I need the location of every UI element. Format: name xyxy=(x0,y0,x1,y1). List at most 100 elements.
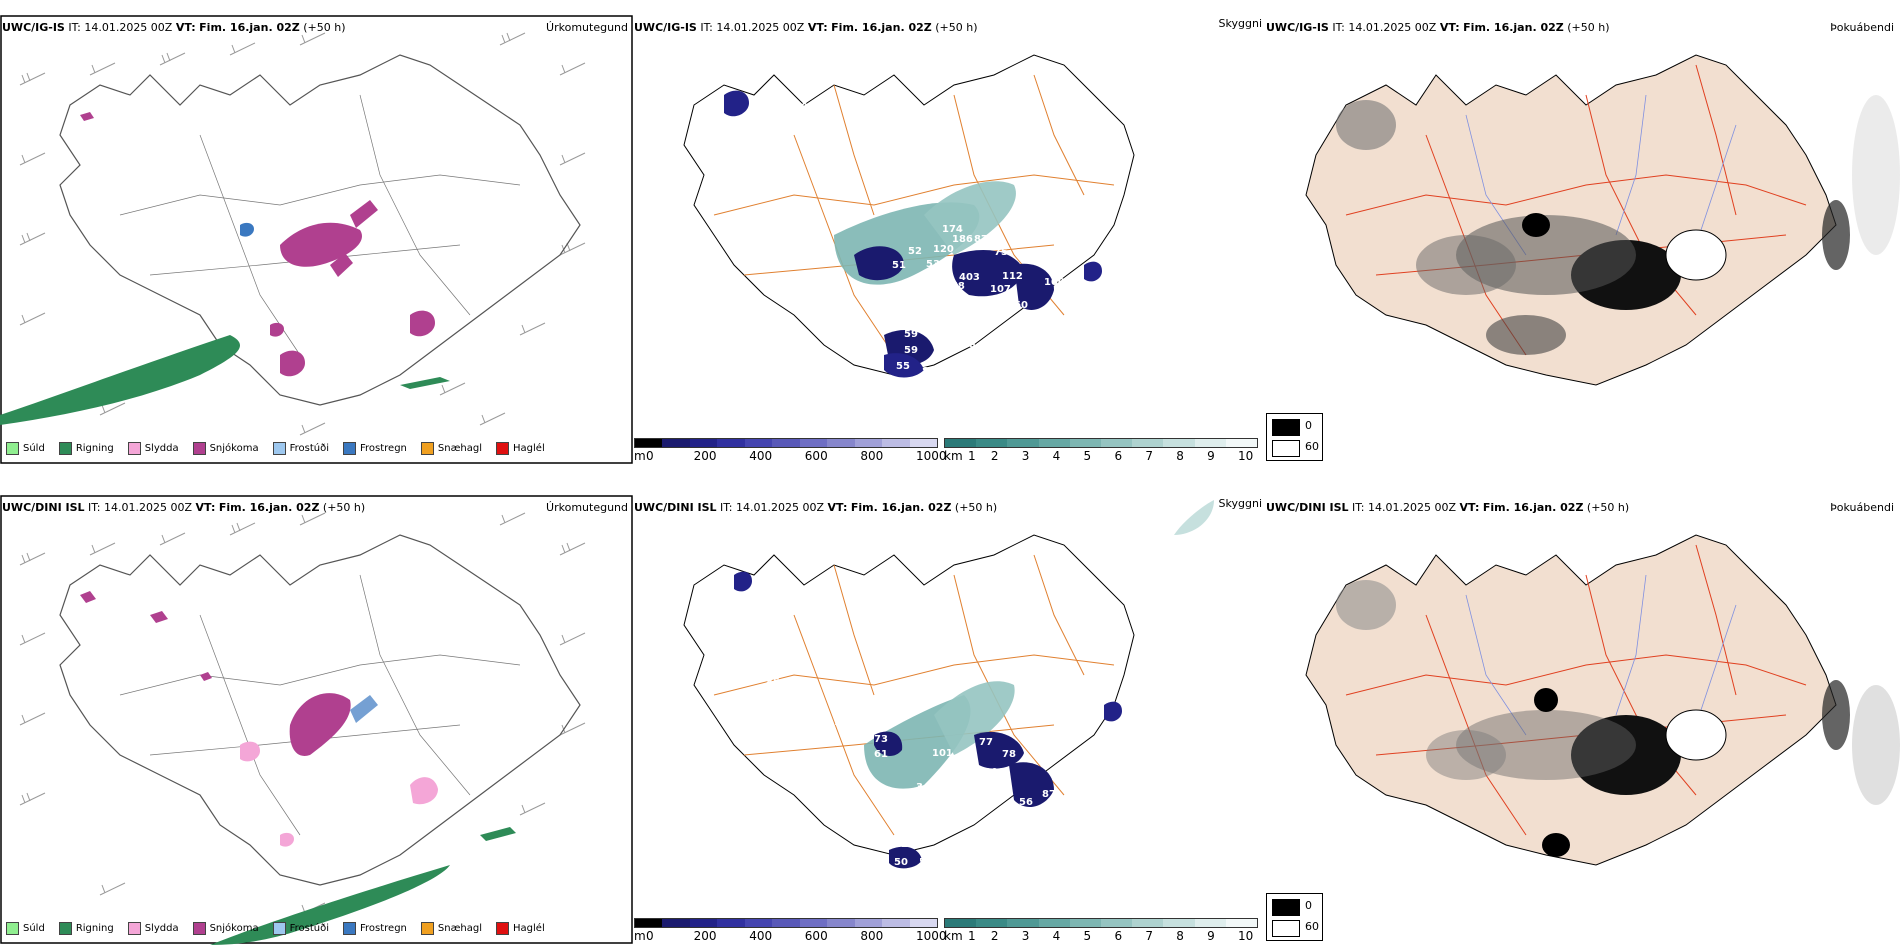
visibility-value-label: 51 xyxy=(919,857,933,868)
legend-label: Snjókoma xyxy=(209,923,259,934)
fog-panel: UWC/DINI ISL IT: 14.01.2025 00Z VT: Fim.… xyxy=(1266,495,1900,945)
legend-label: Rigning xyxy=(75,923,114,934)
legend-item-snjókoma: Snjókoma xyxy=(192,922,259,935)
vt-label: VT: xyxy=(1459,501,1480,514)
vt-value: Fim. 16.jan. 02Z xyxy=(1463,21,1564,34)
colorbar-segment xyxy=(662,439,690,447)
legend-swatch xyxy=(127,922,141,935)
legend-item-snæhagl: Snæhagl xyxy=(420,922,482,935)
colorbar-tick: 600 xyxy=(804,449,828,463)
precip-areas xyxy=(0,112,450,425)
visibility-value-label: 80 xyxy=(922,366,936,377)
visibility-value-label: 445 xyxy=(916,793,937,804)
colorbar-tick: 0 xyxy=(646,449,654,463)
visibility-value-label: 101 xyxy=(932,748,953,759)
colorbar-segment xyxy=(1194,919,1226,927)
colorbar-segment xyxy=(882,919,910,927)
precip-header: UWC/DINI ISL IT: 14.01.2025 00Z VT: Fim.… xyxy=(2,501,365,514)
colorbar-segment xyxy=(689,919,718,927)
model-name: UWC/IG-IS xyxy=(1266,21,1329,34)
colorbar-tick: 8 xyxy=(1176,929,1184,943)
fog-title: Þokuábendi xyxy=(1830,501,1894,514)
colorbar-tick: 8 xyxy=(1176,449,1184,463)
visibility-value-label: 60 xyxy=(1014,300,1028,311)
legend-swatch xyxy=(272,442,286,455)
visibility-value-label: 59 xyxy=(904,329,918,340)
lead-time: (+50 h) xyxy=(1586,501,1630,514)
precip-panel: UWC/DINI ISL IT: 14.01.2025 00Z VT: Fim.… xyxy=(0,495,634,945)
colorbar-segment xyxy=(1225,919,1258,927)
colorbar-segment xyxy=(854,919,883,927)
lead-time: (+50 h) xyxy=(1567,21,1610,34)
legend-swatch xyxy=(192,442,206,455)
visibility-value-label: 168 xyxy=(944,281,965,292)
it-label: IT: xyxy=(68,21,81,34)
legend-swatch xyxy=(6,922,19,935)
visibility-value-label: 49 xyxy=(1036,807,1050,818)
it-value: 14.01.2025 00Z xyxy=(716,21,805,34)
legend-item-frostúði: Frostúði xyxy=(272,922,329,935)
colorbar-tick: 3 xyxy=(1021,929,1030,943)
visibility-value-label: 163 xyxy=(1108,751,1129,762)
precip-title: Úrkomutegund xyxy=(546,501,628,514)
visibility-title: Skyggni xyxy=(1218,17,1262,30)
colorbar-segment xyxy=(1132,439,1164,447)
precip-areas xyxy=(80,591,516,945)
legend-item-snæhagl: Snæhagl xyxy=(420,442,482,455)
model-name: UWC/IG-IS xyxy=(634,21,697,34)
rivers xyxy=(1465,574,1737,736)
visibility-value-label: 75 xyxy=(994,247,1008,258)
fog-header: UWC/DINI ISL IT: 14.01.2025 00Z VT: Fim.… xyxy=(1266,501,1629,514)
precip-panel: UWC/IG-IS IT: 14.01.2025 00Z VT: Fim. 16… xyxy=(0,15,634,465)
precip-title: Úrkomutegund xyxy=(546,21,628,34)
colorbar-segment xyxy=(1194,439,1226,447)
valley-labels: 77 85 13 109 73 61 101 77 78 106 349 965 445 87 564933… xyxy=(766,577,1133,868)
colorbar-tick: 600 xyxy=(804,929,828,943)
colorbar-segment xyxy=(827,439,855,447)
legend-item-slydda: Slydda xyxy=(127,442,179,455)
colorbar-segment xyxy=(1007,439,1039,447)
legend-item-súld: Súld xyxy=(6,442,45,455)
visibility-areas xyxy=(734,500,1214,869)
precip-map xyxy=(0,495,633,945)
colorbar-tick: 2 xyxy=(990,449,999,463)
visibility-value-label: 77 xyxy=(979,737,993,748)
elevation-colorbar xyxy=(634,918,938,928)
road-network xyxy=(119,574,521,836)
model-name: UWC/DINI ISL xyxy=(634,501,717,514)
legend-item-haglél: Haglél xyxy=(496,442,545,455)
colorbar-tick: 5 xyxy=(1083,929,1092,943)
fog-legend: 0 60 xyxy=(1266,413,1323,461)
colorbar-segment xyxy=(635,919,663,927)
fog-legend-swatch-60 xyxy=(1272,920,1300,937)
colorbar-tick: 200 xyxy=(693,449,717,463)
lead-time: (+50 h) xyxy=(303,21,346,34)
visibility-value-label: 73 xyxy=(874,734,888,745)
colorbar-segment xyxy=(1007,919,1039,927)
colorbar-segment xyxy=(976,439,1008,447)
colorbar-tick: 1 xyxy=(968,929,976,943)
visibility-colorbar xyxy=(944,918,1258,928)
visibility-value-label: 88 xyxy=(892,821,906,832)
lead-time: (+50 h) xyxy=(935,21,978,34)
vt-label: VT: xyxy=(827,501,848,514)
visibility-value-label: 965 xyxy=(950,779,971,790)
visibility-header: UWC/DINI ISL IT: 14.01.2025 00Z VT: Fim.… xyxy=(634,501,997,514)
visibility-value-label: 53 xyxy=(926,259,940,270)
colorbar-tick: 5 xyxy=(1083,449,1092,463)
elevation-unit: m xyxy=(634,449,646,463)
it-label: IT: xyxy=(88,501,101,514)
fog-legend-label-60: 60 xyxy=(1305,920,1319,933)
colorbar-segment xyxy=(1038,439,1070,447)
vt-value: Fim. 16.jan. 02Z xyxy=(831,21,932,34)
vt-value: Fim. 16.jan. 02Z xyxy=(218,501,320,514)
visibility-value-label: 93 xyxy=(969,342,983,353)
fog-map xyxy=(1305,54,1900,386)
colorbar-tick: 7 xyxy=(1145,929,1153,943)
visibility-unit: km xyxy=(944,929,963,943)
legend-swatch xyxy=(420,442,434,455)
visibility-value-label: 174 xyxy=(942,224,963,235)
fog-areas xyxy=(1336,580,1900,857)
visibility-value-label: 55 xyxy=(1119,695,1133,706)
colorbar-tick: 10 xyxy=(1238,449,1254,463)
